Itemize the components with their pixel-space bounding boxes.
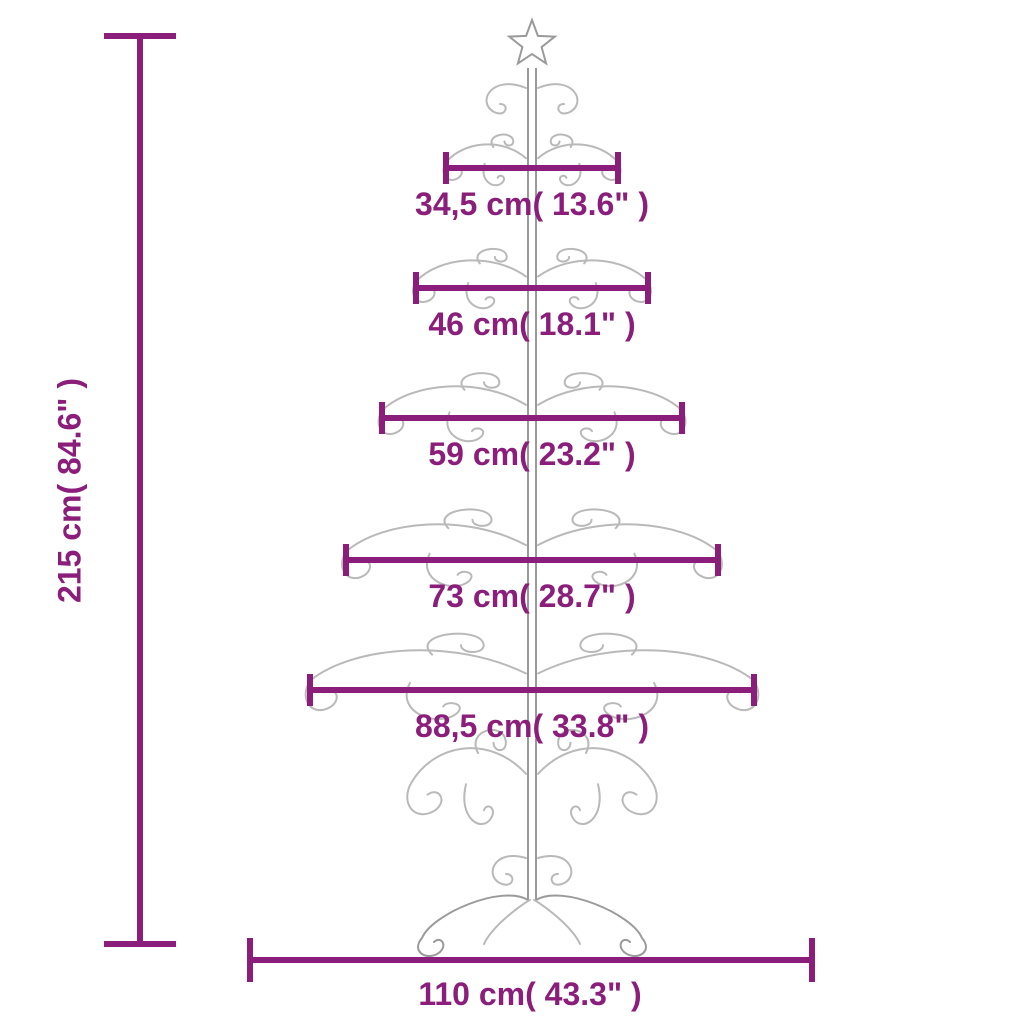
tier-5-dimension-label: 88,5 cm( 33.8" ) [362, 708, 702, 745]
width-dimension-label: 110 cm( 43.3" ) [370, 976, 690, 1013]
height-dimension-label: 215 cm( 84.6" ) [52, 341, 89, 641]
tier-2-dimension-label: 46 cm( 18.1" ) [362, 306, 702, 343]
tier-1-dimension-label: 34,5 cm( 13.6" ) [362, 186, 702, 223]
diagram-stage: { "colors": { "dimension": "#8a1e7a", "o… [0, 0, 1024, 1024]
tier-3-dimension-label: 59 cm( 23.2" ) [362, 436, 702, 473]
tree-dimension-svg [0, 0, 1024, 1024]
tier-4-dimension-label: 73 cm( 28.7" ) [362, 578, 702, 615]
